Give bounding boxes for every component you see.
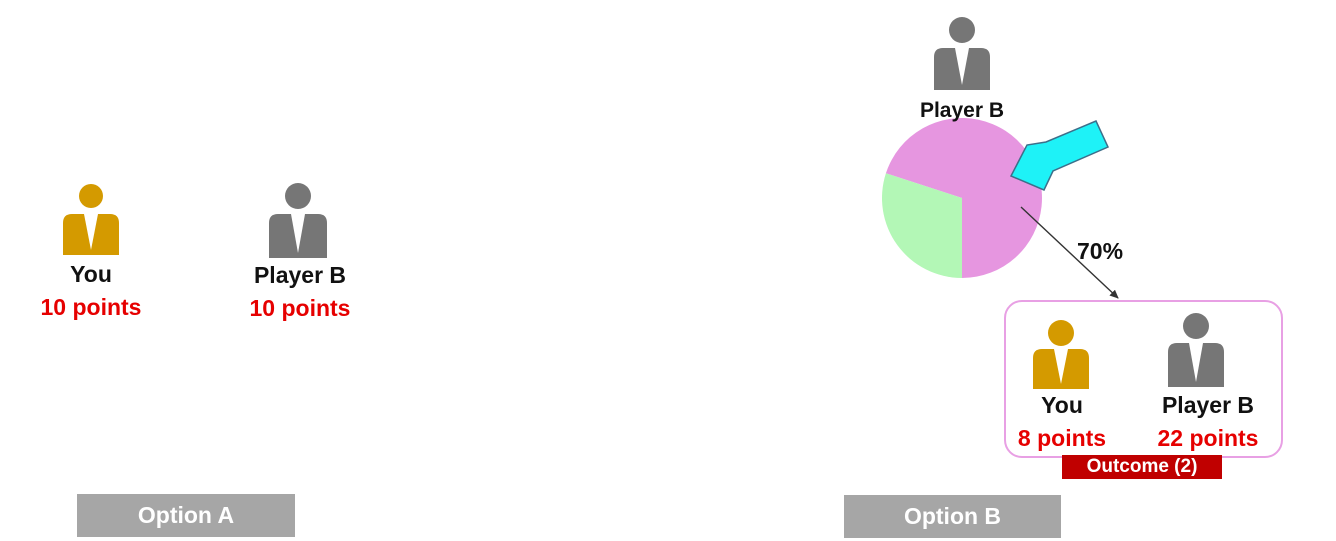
option-a-player-b-label: Player B [253,262,347,288]
option-a-you-points: 10 points [40,294,142,320]
option-a-you-person-icon [63,184,119,255]
outcome-you-label: You [1041,392,1083,418]
cyan-pointer-arrow-icon [1009,120,1110,191]
outcome-player-b-points: 22 points [1157,425,1259,451]
option-a-you-label: You [70,261,112,287]
outcome-tag: Outcome (2) [1062,455,1222,479]
option-a-player-b-points: 10 points [249,295,351,321]
option-a-button[interactable]: Option A [77,494,295,537]
option-a-player-b-person-icon [269,183,327,258]
pie-slice-large [885,118,1042,279]
outcome-you-points: 8 points [1017,425,1107,451]
probability-percent-label: 70% [1077,238,1124,264]
probability-pie-chart [882,118,1042,279]
option-b-chooser-person-icon [934,17,990,90]
outcome-you-person-icon [1033,320,1089,389]
outcome-player-b-person-icon [1168,313,1224,387]
outcome-connector-arrow [1020,206,1119,299]
option-b-button[interactable]: Option B [844,495,1061,538]
option-b-chooser-label: Player B [919,99,1005,122]
pie-slice-small [882,173,962,278]
outcome-player-b-label: Player B [1161,392,1255,418]
